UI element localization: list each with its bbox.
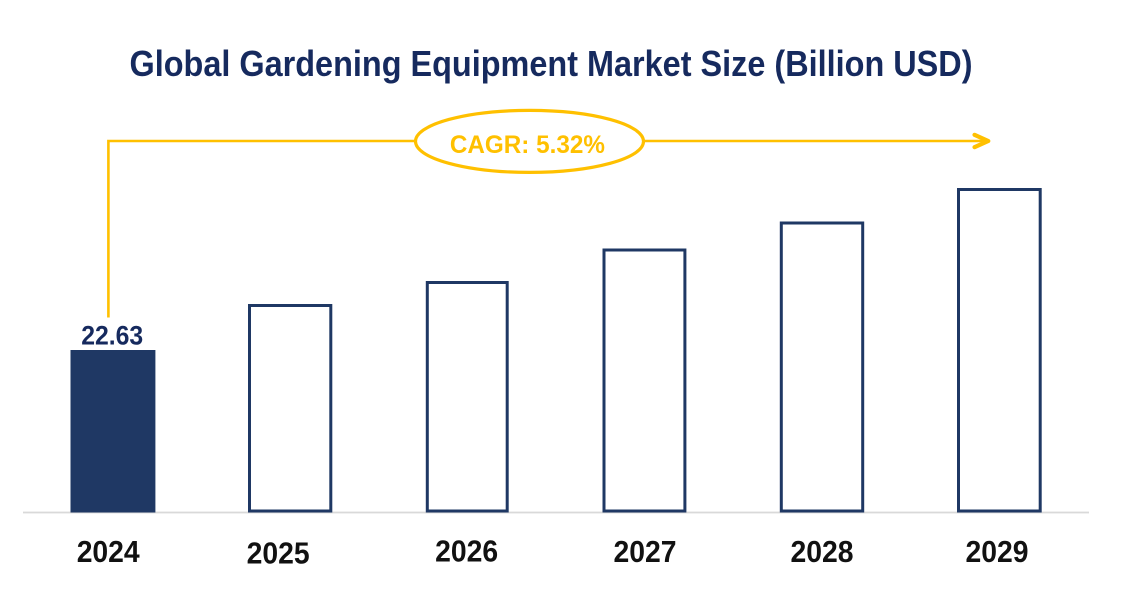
svg-text:2026: 2026 bbox=[435, 534, 498, 569]
svg-text:CAGR: 5.32%: CAGR: 5.32% bbox=[450, 131, 605, 159]
svg-text:Global Gardening Equipment Mar: Global Gardening Equipment Market Size (… bbox=[130, 43, 973, 84]
svg-text:2024: 2024 bbox=[77, 534, 141, 569]
svg-text:2027: 2027 bbox=[614, 534, 677, 569]
svg-text:2025: 2025 bbox=[247, 536, 310, 571]
svg-text:22.63: 22.63 bbox=[81, 320, 143, 350]
svg-text:2029: 2029 bbox=[966, 534, 1029, 569]
svg-text:2028: 2028 bbox=[791, 534, 854, 569]
